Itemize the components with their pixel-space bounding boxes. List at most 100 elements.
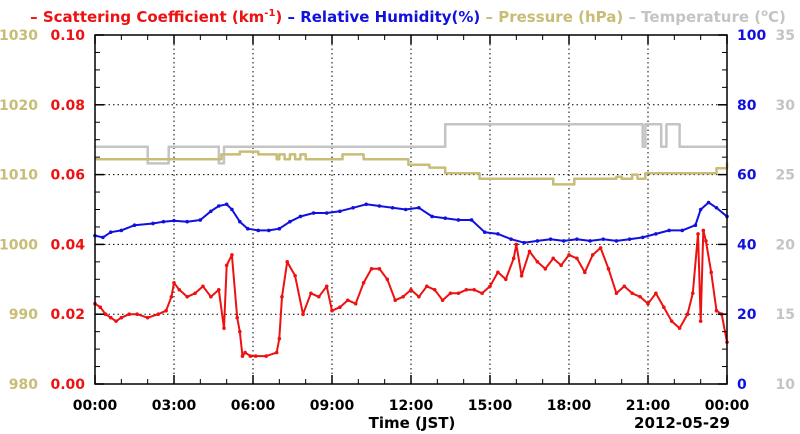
humidity-data-point bbox=[575, 237, 579, 241]
scattering-data-point bbox=[293, 274, 297, 278]
humidity-data-point bbox=[417, 205, 421, 210]
scattering-data-point bbox=[583, 270, 587, 275]
scattering-data-point bbox=[714, 308, 719, 313]
temperature-tick-label: 10 bbox=[776, 377, 796, 393]
pressure-tick-label: 990 bbox=[9, 307, 38, 323]
scattering-data-point bbox=[535, 260, 540, 264]
humidity-data-point bbox=[338, 209, 342, 214]
scattering-data-point bbox=[685, 312, 690, 317]
scattering-data-point bbox=[401, 294, 405, 299]
scattering-data-point bbox=[464, 287, 469, 292]
scattering-data-point bbox=[224, 263, 229, 268]
scattering-data-point bbox=[519, 274, 524, 278]
scattering-data-point bbox=[169, 294, 174, 299]
date-label: 2012-05-29 bbox=[634, 414, 730, 432]
scattering-data-point bbox=[103, 312, 108, 317]
scattering-data-point bbox=[551, 256, 555, 261]
scattering-data-point bbox=[598, 246, 603, 250]
humidity-data-point bbox=[693, 223, 698, 228]
pressure-series-line bbox=[95, 150, 729, 186]
humidity-data-point bbox=[238, 219, 242, 224]
scattering-data-point bbox=[209, 294, 213, 299]
humidity-tick-label: 0 bbox=[737, 377, 747, 393]
scattering-data-point bbox=[496, 270, 500, 275]
scattering-tick-label: 0.04 bbox=[50, 237, 85, 253]
legend-suffix: ) bbox=[275, 8, 282, 26]
pressure-tick-label: 1010 bbox=[0, 168, 38, 184]
humidity-data-point bbox=[256, 228, 261, 233]
scattering-data-point bbox=[432, 287, 437, 292]
humidity-data-point bbox=[496, 232, 500, 236]
scattering-data-point bbox=[393, 298, 398, 303]
scattering-data-point bbox=[201, 284, 205, 289]
humidity-data-point bbox=[351, 205, 355, 210]
humidity-data-point bbox=[680, 228, 685, 233]
x-tick-label: 00:00 bbox=[705, 398, 750, 414]
scattering-data-point bbox=[240, 354, 245, 358]
tick-marks bbox=[94, 34, 728, 385]
pressure-tick-label: 1000 bbox=[0, 237, 38, 253]
scattering-data-point bbox=[669, 319, 674, 323]
x-tick-label: 12:00 bbox=[389, 398, 434, 414]
legend-suffix: C) bbox=[768, 8, 786, 26]
scattering-data-point bbox=[135, 312, 139, 317]
humidity-data-point bbox=[267, 228, 271, 233]
scattering-data-point bbox=[590, 253, 595, 257]
scattering-data-point bbox=[559, 263, 563, 268]
scattering-data-point bbox=[164, 308, 168, 313]
scattering-data-point bbox=[369, 267, 374, 271]
humidity-data-point bbox=[161, 219, 166, 224]
humidity-data-point bbox=[224, 202, 229, 207]
scattering-data-point bbox=[511, 256, 516, 261]
scattering-data-point bbox=[630, 291, 634, 296]
scattering-data-point bbox=[361, 280, 366, 285]
humidity-tick-label: 60 bbox=[737, 168, 757, 184]
scattering-data-point bbox=[662, 305, 666, 310]
temperature-tick-label: 15 bbox=[776, 307, 795, 323]
scattering-data-point bbox=[701, 228, 706, 233]
humidity-data-point bbox=[482, 230, 487, 234]
pressure-tick-label: 980 bbox=[9, 377, 38, 393]
humidity-tick-label: 80 bbox=[737, 98, 757, 114]
humidity-data-point bbox=[535, 239, 540, 243]
humidity-data-point bbox=[627, 237, 632, 241]
scattering-data-point bbox=[127, 312, 132, 317]
scattering-tick-label: 0.06 bbox=[50, 168, 85, 184]
humidity-data-point bbox=[430, 214, 434, 219]
scattering-data-point bbox=[440, 298, 445, 303]
legend-entry: – Scattering Coefficient (km bbox=[30, 8, 264, 26]
humidity-tick-label: 40 bbox=[737, 237, 757, 253]
scattering-data-point bbox=[385, 277, 390, 282]
scattering-data-point bbox=[222, 326, 226, 330]
scattering-data-point bbox=[309, 291, 313, 296]
humidity-data-point bbox=[151, 221, 155, 226]
scattering-data-point bbox=[235, 315, 239, 320]
scattering-data-point bbox=[614, 291, 619, 296]
scattering-data-point bbox=[243, 350, 247, 355]
humidity-data-point bbox=[548, 237, 553, 241]
humidity-data-point bbox=[390, 205, 395, 210]
x-tick-label: 21:00 bbox=[626, 398, 671, 414]
scattering-data-point bbox=[238, 329, 242, 334]
x-axis-title: Time (JST) bbox=[369, 414, 456, 432]
scattering-data-point bbox=[98, 305, 103, 310]
scattering-data-point bbox=[527, 249, 532, 254]
legend-entry: – Pressure (hPa) bbox=[480, 8, 623, 26]
scattering-data-point bbox=[709, 270, 713, 275]
scattering-data-point bbox=[185, 294, 189, 299]
humidity-data-point bbox=[324, 211, 329, 215]
scattering-data-point bbox=[330, 308, 334, 313]
legend-entry: – Temperature ( bbox=[623, 8, 761, 26]
humidity-series-line bbox=[94, 201, 728, 244]
scattering-data-point bbox=[514, 242, 519, 247]
humidity-data-point bbox=[698, 207, 703, 212]
grid-lines bbox=[95, 35, 727, 384]
scattering-data-point bbox=[177, 287, 182, 292]
humidity-data-point bbox=[654, 232, 658, 236]
scattering-data-point bbox=[109, 315, 113, 320]
scattering-data-point bbox=[280, 294, 284, 299]
x-tick-label: 15:00 bbox=[468, 398, 513, 414]
scattering-data-point bbox=[698, 319, 703, 323]
scattering-data-point bbox=[488, 284, 492, 289]
scattering-data-point bbox=[409, 287, 413, 292]
